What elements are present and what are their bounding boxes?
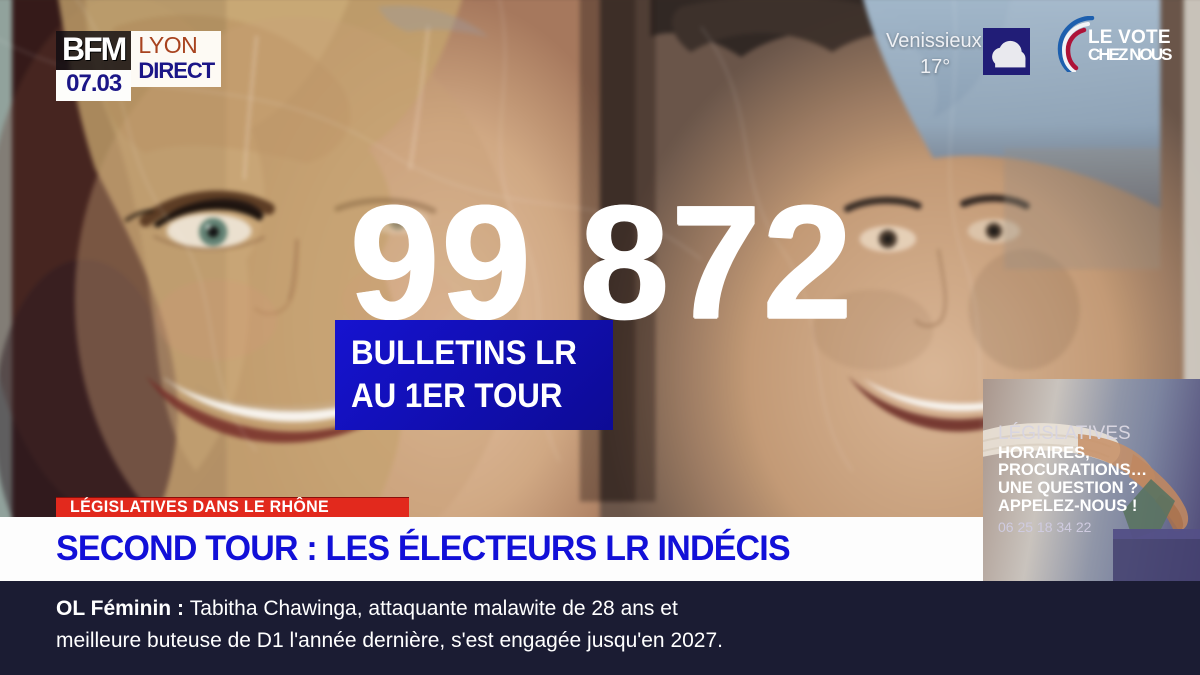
svg-text:CHEZ NOUS: CHEZ NOUS	[1088, 45, 1172, 64]
